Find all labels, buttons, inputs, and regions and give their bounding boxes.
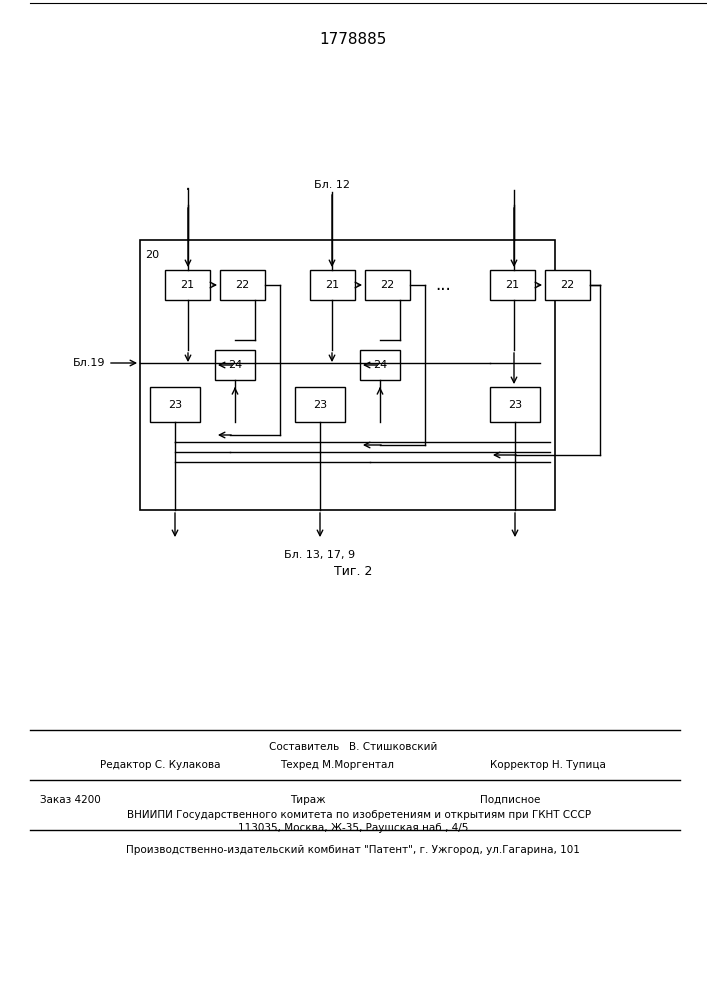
Text: 113035, Москва, Ж-35, Раушская наб., 4/5: 113035, Москва, Ж-35, Раушская наб., 4/5 xyxy=(238,823,468,833)
Bar xyxy=(360,350,400,380)
Text: 21: 21 xyxy=(325,280,339,290)
Text: Бл. 13, 17, 9: Бл. 13, 17, 9 xyxy=(284,550,356,560)
Text: 22: 22 xyxy=(561,280,575,290)
Text: Бл. 12: Бл. 12 xyxy=(314,180,350,190)
Text: 23: 23 xyxy=(168,399,182,410)
Text: ...: ... xyxy=(435,276,451,294)
Bar xyxy=(215,350,255,380)
Text: 23: 23 xyxy=(508,399,522,410)
Text: Подписное: Подписное xyxy=(480,795,540,805)
Text: Τиг. 2: Τиг. 2 xyxy=(334,565,372,578)
Text: Редактор С. Кулакова: Редактор С. Кулакова xyxy=(100,760,221,770)
Text: Тираж: Тираж xyxy=(290,795,326,805)
Bar xyxy=(140,240,555,510)
Bar xyxy=(490,387,540,422)
Text: 23: 23 xyxy=(313,399,327,410)
Bar xyxy=(545,270,590,300)
Text: Бл.19: Бл.19 xyxy=(73,358,105,368)
Bar xyxy=(165,270,210,300)
Text: 24: 24 xyxy=(228,360,242,370)
Text: Заказ 4200: Заказ 4200 xyxy=(40,795,101,805)
Text: Производственно-издательский комбинат "Патент", г. Ужгород, ул.Гагарина, 101: Производственно-издательский комбинат "П… xyxy=(126,845,580,855)
Text: 22: 22 xyxy=(380,280,395,290)
Text: ·: · xyxy=(185,181,191,200)
Bar xyxy=(295,387,345,422)
Text: 24: 24 xyxy=(373,360,387,370)
Text: ВНИИПИ Государственного комитета по изобретениям и открытиям при ГКНТ СССР: ВНИИПИ Государственного комитета по изоб… xyxy=(115,810,592,820)
Text: Корректор Н. Тупица: Корректор Н. Тупица xyxy=(490,760,606,770)
Text: 21: 21 xyxy=(506,280,520,290)
Bar xyxy=(365,270,410,300)
Bar xyxy=(150,387,200,422)
Text: Техред М.Моргентал: Техред М.Моргентал xyxy=(280,760,394,770)
Text: 20: 20 xyxy=(145,250,159,260)
Text: 1778885: 1778885 xyxy=(320,32,387,47)
Bar xyxy=(490,270,535,300)
Text: 21: 21 xyxy=(180,280,194,290)
Bar xyxy=(310,270,355,300)
Text: 22: 22 xyxy=(235,280,250,290)
Text: Составитель   В. Стишковский: Составитель В. Стишковский xyxy=(269,742,437,752)
Bar xyxy=(220,270,265,300)
